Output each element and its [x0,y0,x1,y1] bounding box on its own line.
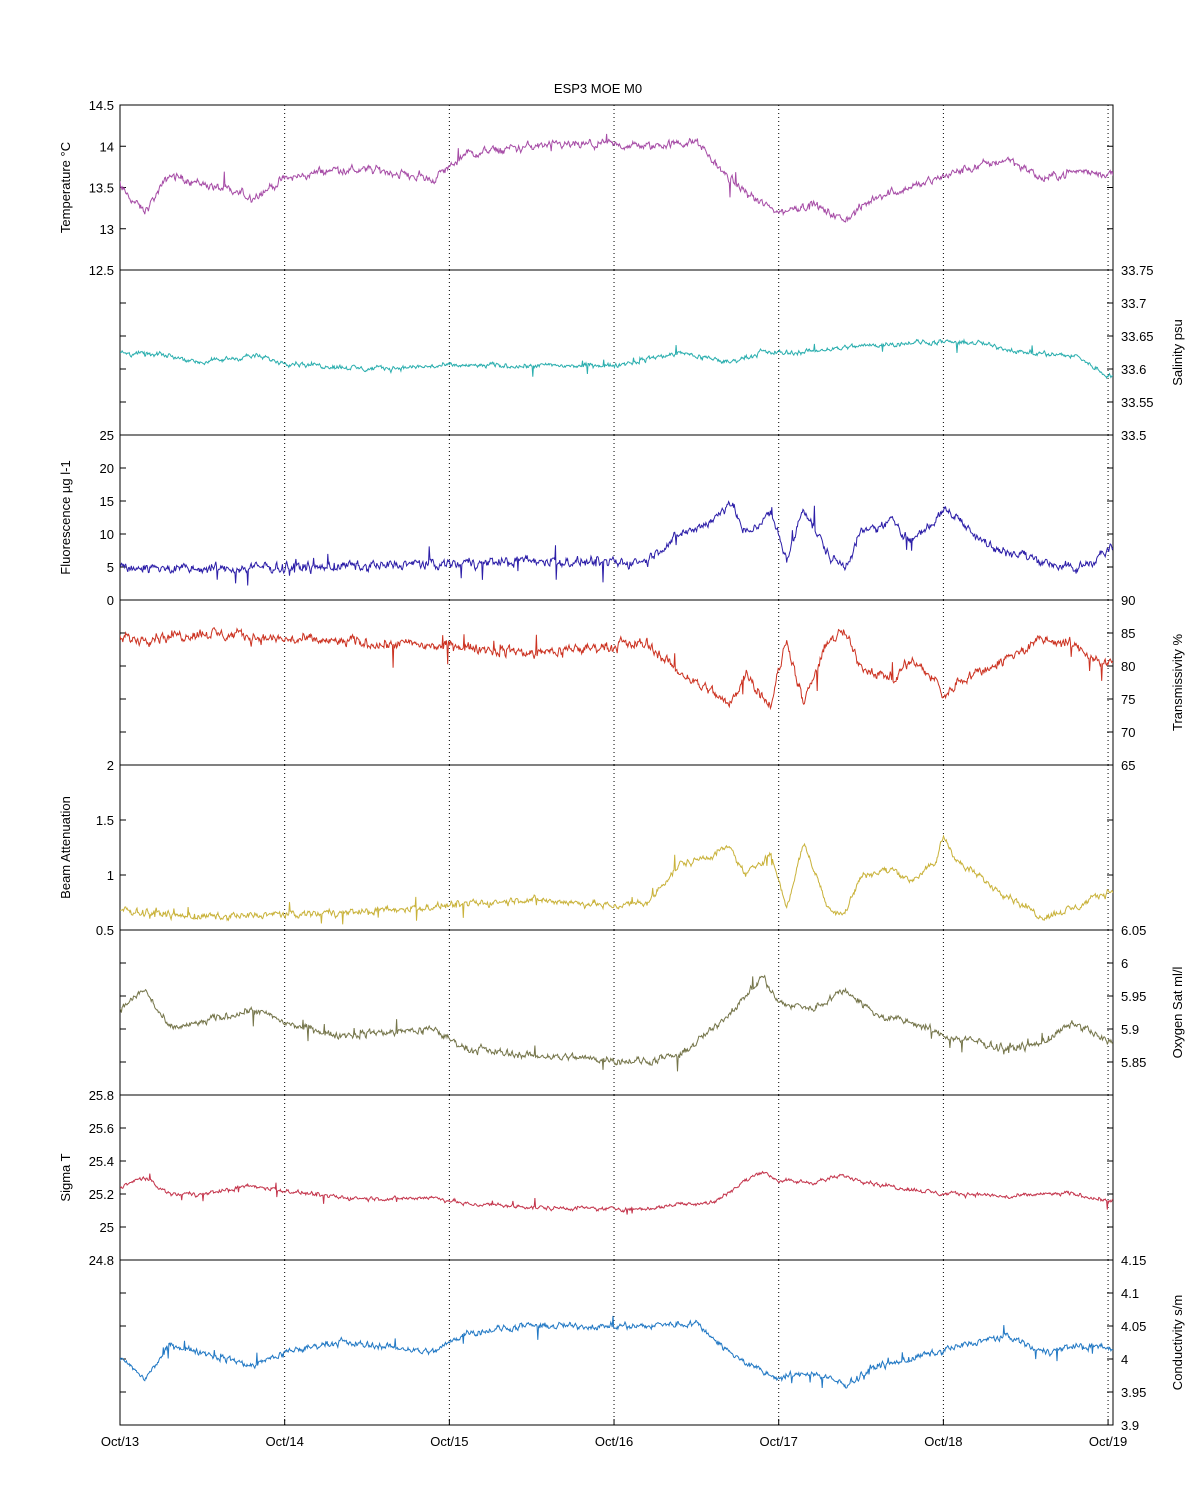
series-line-sigma-t [120,1170,1113,1215]
panel-oxygen-sat: 5.85 5.9 5.95 6 6.05 Oxygen Sat ml/l [119,923,1185,1096]
y-tick-label: 5.9 [1121,1022,1139,1037]
y-tick-label: 25.4 [89,1154,114,1169]
panel-frame [119,764,1114,931]
y-tick-label: 5.95 [1121,989,1146,1004]
panel-temperature: 12.5 13 13.5 14 14.5 Temperature °C [58,98,1114,278]
y-tick-label: 15 [100,494,114,509]
y-tick-label: 85 [1121,626,1135,641]
y-tick-label: 4 [1121,1352,1128,1367]
y-axis-label: Salinity psu [1170,319,1185,385]
series-line-transmissivity [120,627,1113,711]
y-tick-label: 33.65 [1121,329,1154,344]
y-tick-label: 25.8 [89,1088,114,1103]
y-tick-label: 65 [1121,758,1135,773]
series-line-salinity [120,338,1113,380]
panel-salinity: 33.5 33.55 33.6 33.65 33.7 33.75 Salinity psu [119,263,1185,443]
y-tick-label: 33.6 [1121,362,1146,377]
y-axis-label: Sigma T [58,1153,73,1201]
y-tick-label: 5.85 [1121,1055,1146,1070]
series-line-beam-attenuation [120,834,1113,925]
y-tick-label: 33.7 [1121,296,1146,311]
series-line-temperature [120,133,1113,223]
panel-frame [119,599,1114,766]
y-tick-label: 75 [1121,692,1135,707]
y-tick-label: 20 [100,461,114,476]
y-axis-label: Temperature °C [58,142,73,233]
y-tick-label: 3.9 [1121,1418,1139,1433]
y-tick-label: 1 [107,868,114,883]
x-tick-label: Oct/17 [760,1434,798,1449]
chart-title: ESP3 MOE M0 [554,81,642,96]
y-tick-label: 33.55 [1121,395,1154,410]
y-axis-label: Beam Attenuation [58,796,73,899]
y-tick-label: 3.95 [1121,1385,1146,1400]
x-tick-label: Oct/13 [101,1434,139,1449]
y-axis-label: Oxygen Sat ml/l [1170,967,1185,1059]
x-tick-label: Oct/18 [924,1434,962,1449]
panel-frame [119,1259,1114,1426]
y-tick-label: 5 [107,560,114,575]
y-tick-label: 25 [100,428,114,443]
y-tick-label: 13.5 [89,181,114,196]
panel-fluorescence: 0 5 10 15 20 25 Fluorescence µg l-1 [58,428,1114,608]
y-tick-label: 13 [100,222,114,237]
y-axis-label: Fluorescence µg l-1 [58,460,73,574]
panel-sigma-t: 24.8 25 25.2 25.4 25.6 25.8 Sigma T [58,1088,1114,1268]
y-tick-label: 90 [1121,593,1135,608]
x-axis: Oct/13 Oct/14 Oct/15 Oct/16 Oct/17 Oct/18 Oct/… [101,1419,1127,1449]
y-tick-label: 25 [100,1220,114,1235]
y-axis-label: Conductivity s/m [1170,1295,1185,1390]
panel-frame [119,434,1114,601]
x-tick-label: Oct/14 [266,1434,304,1449]
y-tick-label: 14 [100,139,114,154]
x-tick-label: Oct/16 [595,1434,633,1449]
y-tick-label: 12.5 [89,263,114,278]
y-axis-label: Transmissivity % [1170,634,1185,731]
y-tick-label: 4.05 [1121,1319,1146,1334]
y-tick-label: 70 [1121,725,1135,740]
series-line-conductivity [120,1315,1113,1389]
x-tick-label: Oct/19 [1089,1434,1127,1449]
panel-conductivity: 3.9 3.95 4 4.05 4.1 4.15 Conductivity s/m [119,1253,1185,1433]
y-tick-label: 80 [1121,659,1135,674]
y-tick-label: 1.5 [96,813,114,828]
panel-transmissivity: 65 70 75 80 85 90 Transmissivity % [119,593,1185,773]
y-tick-label: 2 [107,758,114,773]
y-tick-label: 0 [107,593,114,608]
y-tick-label: 4.1 [1121,1286,1139,1301]
series-line-fluorescence [120,500,1113,586]
x-tick-label: Oct/15 [430,1434,468,1449]
series-line-oxygen-sat [120,974,1113,1072]
y-tick-label: 6 [1121,956,1128,971]
y-tick-label: 14.5 [89,98,114,113]
panel-frame [119,1094,1114,1261]
y-tick-label: 4.15 [1121,1253,1146,1268]
y-tick-label: 6.05 [1121,923,1146,938]
y-tick-label: 25.2 [89,1187,114,1202]
panel-beam-attenuation: 0.5 1 1.5 2 Beam Attenuation [58,758,1114,938]
y-tick-label: 33.75 [1121,263,1154,278]
y-tick-label: 24.8 [89,1253,114,1268]
y-tick-label: 0.5 [96,923,114,938]
y-tick-label: 33.5 [1121,428,1146,443]
y-tick-label: 25.6 [89,1121,114,1136]
panel-frame [119,269,1114,436]
y-tick-label: 10 [100,527,114,542]
